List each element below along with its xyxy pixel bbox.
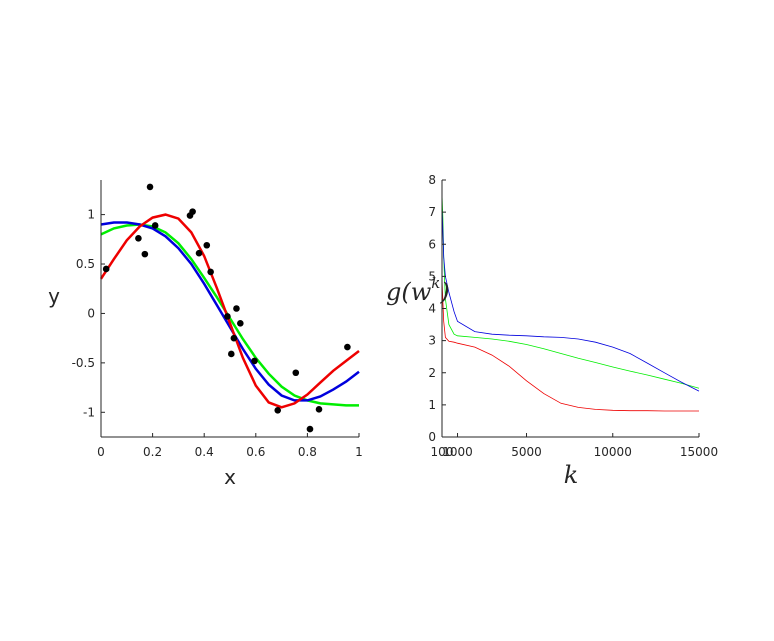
y-tick-label: -1 xyxy=(83,405,95,419)
right-curve-1 xyxy=(441,194,700,389)
right-curve-2 xyxy=(441,205,700,392)
x-tick-label: 0.2 xyxy=(143,445,162,459)
y-tick-label: 1 xyxy=(87,208,95,222)
data-point xyxy=(274,407,282,414)
data-point xyxy=(227,350,235,358)
data-point xyxy=(230,334,238,342)
x-tick-label: 1000 xyxy=(442,445,473,459)
right-y-axis-label: g(wk) xyxy=(386,274,450,306)
data-point xyxy=(151,222,159,229)
right-x-axis-label: k xyxy=(564,461,579,489)
data-point xyxy=(306,425,314,433)
left-y-axis-label: y xyxy=(48,284,60,308)
right-curve-3 xyxy=(441,279,699,412)
left-chart: 0 0.2 0.4 0.6 0.8 1 1 0.5 0 -0.5 -1 x y xyxy=(48,180,363,489)
data-point xyxy=(189,208,196,215)
right-objective-curves xyxy=(441,194,700,412)
left-y-ticks: 1 0.5 0 -0.5 -1 xyxy=(72,208,105,419)
data-point xyxy=(102,265,110,273)
y-tick-label: 7 xyxy=(428,205,436,219)
data-point xyxy=(207,268,214,276)
right-y-label-close: ) xyxy=(439,278,449,306)
data-point xyxy=(292,369,300,377)
x-tick-label: 0.6 xyxy=(246,445,265,459)
x-tick-label: 1 xyxy=(355,445,363,459)
data-point xyxy=(195,249,203,257)
y-tick-label: 2 xyxy=(428,366,436,380)
data-point xyxy=(233,305,240,312)
right-y-ticks: 0 1 2 3 4 5 6 7 8 xyxy=(428,173,446,444)
data-point xyxy=(203,241,211,249)
y-tick-label: 1 xyxy=(428,398,436,412)
data-point xyxy=(237,320,244,327)
data-point xyxy=(251,357,258,365)
left-x-ticks: 0 0.2 0.4 0.6 0.8 1 xyxy=(97,433,363,459)
x-tick-label: 5000 xyxy=(511,445,542,459)
y-tick-label: 3 xyxy=(428,334,436,348)
y-tick-label: 4 xyxy=(428,302,436,316)
x-tick-label: 100 xyxy=(431,445,454,459)
x-tick-label: 0 xyxy=(97,445,105,459)
data-point xyxy=(315,406,323,413)
data-point xyxy=(224,313,231,320)
y-tick-label: -0.5 xyxy=(72,356,95,370)
data-point xyxy=(141,250,149,258)
data-point xyxy=(135,235,142,242)
y-tick-label: 0 xyxy=(87,306,95,320)
right-y-label-superscript: k xyxy=(431,274,440,292)
y-tick-label: 8 xyxy=(428,173,436,187)
left-curve-3 xyxy=(99,213,360,409)
left-data-points xyxy=(102,183,351,433)
x-tick-label: 0.4 xyxy=(195,445,214,459)
x-tick-label: 0.8 xyxy=(298,445,317,459)
left-x-axis-label: x xyxy=(224,465,236,489)
x-tick-label: 10000 xyxy=(594,445,632,459)
data-point xyxy=(146,183,154,191)
x-tick-label: 15000 xyxy=(680,445,718,459)
y-tick-label: 6 xyxy=(428,237,436,251)
left-curve-2 xyxy=(100,221,360,402)
left-fit-curves xyxy=(99,213,360,409)
right-y-label-main: g(w xyxy=(386,278,432,306)
y-tick-label: 0 xyxy=(428,430,436,444)
y-tick-label: 0.5 xyxy=(76,257,95,271)
data-point xyxy=(344,343,351,351)
y-tick-label: 5 xyxy=(428,269,436,283)
